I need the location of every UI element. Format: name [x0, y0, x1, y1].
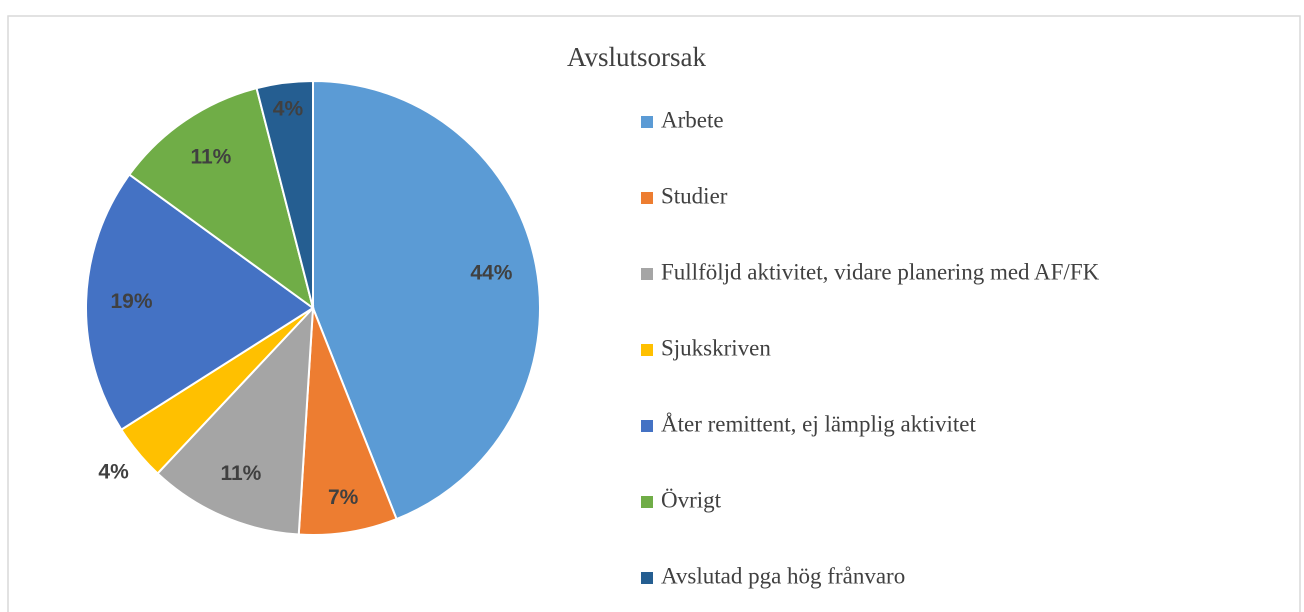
pie-slice: [85, 173, 315, 432]
data-label: 11%: [190, 145, 231, 168]
data-label: 7%: [328, 486, 359, 509]
pie-slice: [312, 79, 541, 521]
chart-frame: [7, 15, 1301, 612]
legend-title: Avslutsorsak: [567, 42, 706, 72]
pie-slice: [127, 86, 315, 311]
legend-swatch: [641, 344, 653, 356]
legend-label: Sjukskriven: [661, 335, 771, 360]
data-label: 44%: [470, 262, 512, 285]
legend-label: Åter remittent, ej lämplig aktivitet: [661, 411, 976, 436]
legend-swatch: [641, 116, 653, 128]
pie-slice: [156, 305, 315, 536]
legend-swatch: [641, 268, 653, 280]
legend-label: Avslutad pga hög frånvaro: [661, 563, 905, 588]
data-label: 4%: [98, 460, 129, 483]
data-label: 4%: [273, 97, 304, 120]
legend-label: Studier: [661, 183, 728, 208]
legend-label: Fullföljd aktivitet, vidare planering me…: [661, 259, 1100, 284]
legend-swatch: [641, 420, 653, 432]
pie-slice: [255, 79, 314, 309]
legend-swatch: [641, 192, 653, 204]
legend-swatch: [641, 572, 653, 584]
legend-swatch: [641, 496, 653, 508]
legend-label: Arbete: [661, 107, 724, 132]
legend-label: Övrigt: [661, 487, 722, 512]
data-label: 19%: [110, 290, 152, 313]
data-label: 11%: [220, 462, 261, 485]
